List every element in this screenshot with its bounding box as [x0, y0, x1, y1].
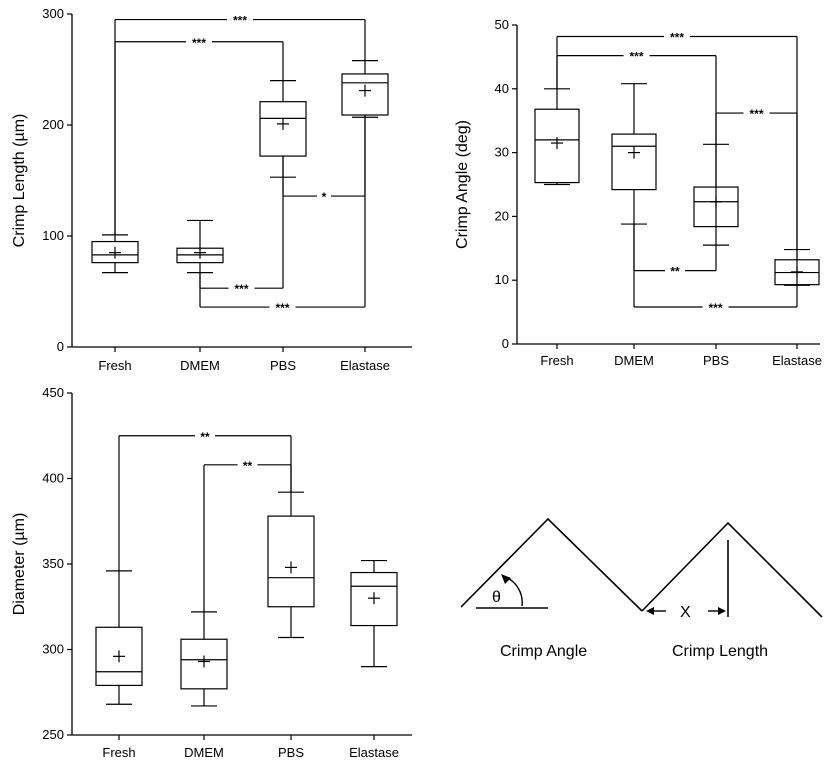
y-tick-label: 50 [495, 17, 509, 32]
x-tick-label: DMEM [614, 353, 654, 368]
box-dmem [176, 219, 224, 274]
box-elastase [341, 60, 389, 118]
y-tick-label: 30 [495, 145, 509, 160]
x-tick-label: PBS [270, 358, 296, 373]
x-tick-label: DMEM [180, 358, 220, 373]
box-fresh [95, 570, 143, 705]
x-tick-label: PBS [278, 745, 304, 760]
significance-label: *** [233, 14, 247, 28]
x-tick-label: Elastase [772, 353, 822, 368]
theta-label: θ [492, 589, 501, 606]
significance-bracket: ** [118, 430, 292, 571]
y-tick-label: 0 [57, 339, 64, 354]
length-arrow-left-head [646, 607, 654, 615]
y-axis-title: Crimp Length (µm) [11, 114, 28, 248]
y-tick-label: 100 [42, 228, 64, 243]
crimp-wave-left [460, 517, 643, 612]
y-tick-label: 350 [42, 556, 64, 571]
length-arrow-right-head [718, 607, 726, 615]
angle-arrowhead [501, 574, 511, 584]
significance-bracket: *** [114, 14, 366, 235]
box-fresh [91, 234, 139, 274]
y-tick-label: 200 [42, 117, 64, 132]
significance-label: ** [200, 430, 210, 444]
crimp-angle-caption: Crimp Angle [500, 643, 587, 660]
x-label: X [680, 604, 691, 621]
significance-label: * [322, 190, 327, 204]
iqr-box [611, 133, 657, 191]
significance-bracket: ** [203, 459, 292, 612]
y-axis-title: Diameter (µm) [11, 513, 28, 616]
significance-bracket: *** [633, 224, 798, 315]
box-fresh [534, 88, 580, 186]
x-tick-label: PBS [703, 353, 729, 368]
y-tick-label: 10 [495, 272, 509, 287]
significance-bracket: *** [556, 30, 798, 250]
box-elastase [350, 559, 398, 668]
y-tick-label: 300 [42, 642, 64, 657]
significance-bracket: *** [114, 36, 284, 235]
significance-label: *** [708, 301, 722, 315]
significance-bracket: *** [199, 177, 284, 296]
crimp-diagram: θ X Crimp Angle Crimp Length [460, 517, 823, 660]
significance-bracket: *** [556, 50, 717, 145]
box-pbs [267, 491, 315, 639]
significance-bracket: *** [199, 117, 366, 315]
y-tick-label: 20 [495, 208, 509, 223]
y-tick-label: 250 [42, 727, 64, 742]
y-axis-title: Crimp Angle (deg) [454, 120, 471, 249]
diameter-chart: 250 300 350 400 450 Diameter (µm) Fresh DMEM PBS… [11, 385, 412, 760]
significance-label: *** [670, 30, 684, 44]
y-tick-label: 300 [42, 6, 64, 21]
significance-label: *** [629, 50, 643, 64]
significance-bracket: ** [633, 224, 717, 279]
x-tick-label: DMEM [184, 745, 224, 760]
significance-label: *** [275, 301, 289, 315]
significance-label: ** [670, 265, 680, 279]
crimp-length-caption: Crimp Length [672, 643, 768, 660]
x-tick-label: Fresh [102, 745, 135, 760]
box-dmem [180, 611, 228, 707]
significance-label: *** [192, 36, 206, 50]
significance-label: *** [234, 282, 248, 296]
crimp-length-chart: 0 100 200 300 Crimp Length (µm) Fresh DMEM PBS E… [11, 6, 412, 373]
x-tick-label: Fresh [98, 358, 131, 373]
x-tick-label: Elastase [340, 358, 390, 373]
box-dmem [611, 83, 657, 225]
y-tick-label: 450 [42, 385, 64, 400]
significance-label: *** [749, 107, 763, 121]
significance-bracket: *** [715, 107, 798, 285]
crimp-angle-chart: 0 10 20 30 40 50 Crimp Angle (deg) Fresh DMEM PBS… [454, 17, 822, 368]
y-tick-label: 400 [42, 471, 64, 486]
y-tick-label: 40 [495, 81, 509, 96]
crimp-wave-right [641, 521, 823, 618]
significance-label: ** [243, 459, 253, 473]
y-tick-label: 0 [502, 336, 509, 351]
box-pbs [259, 79, 307, 178]
x-tick-label: Elastase [349, 745, 399, 760]
x-tick-label: Fresh [540, 353, 573, 368]
